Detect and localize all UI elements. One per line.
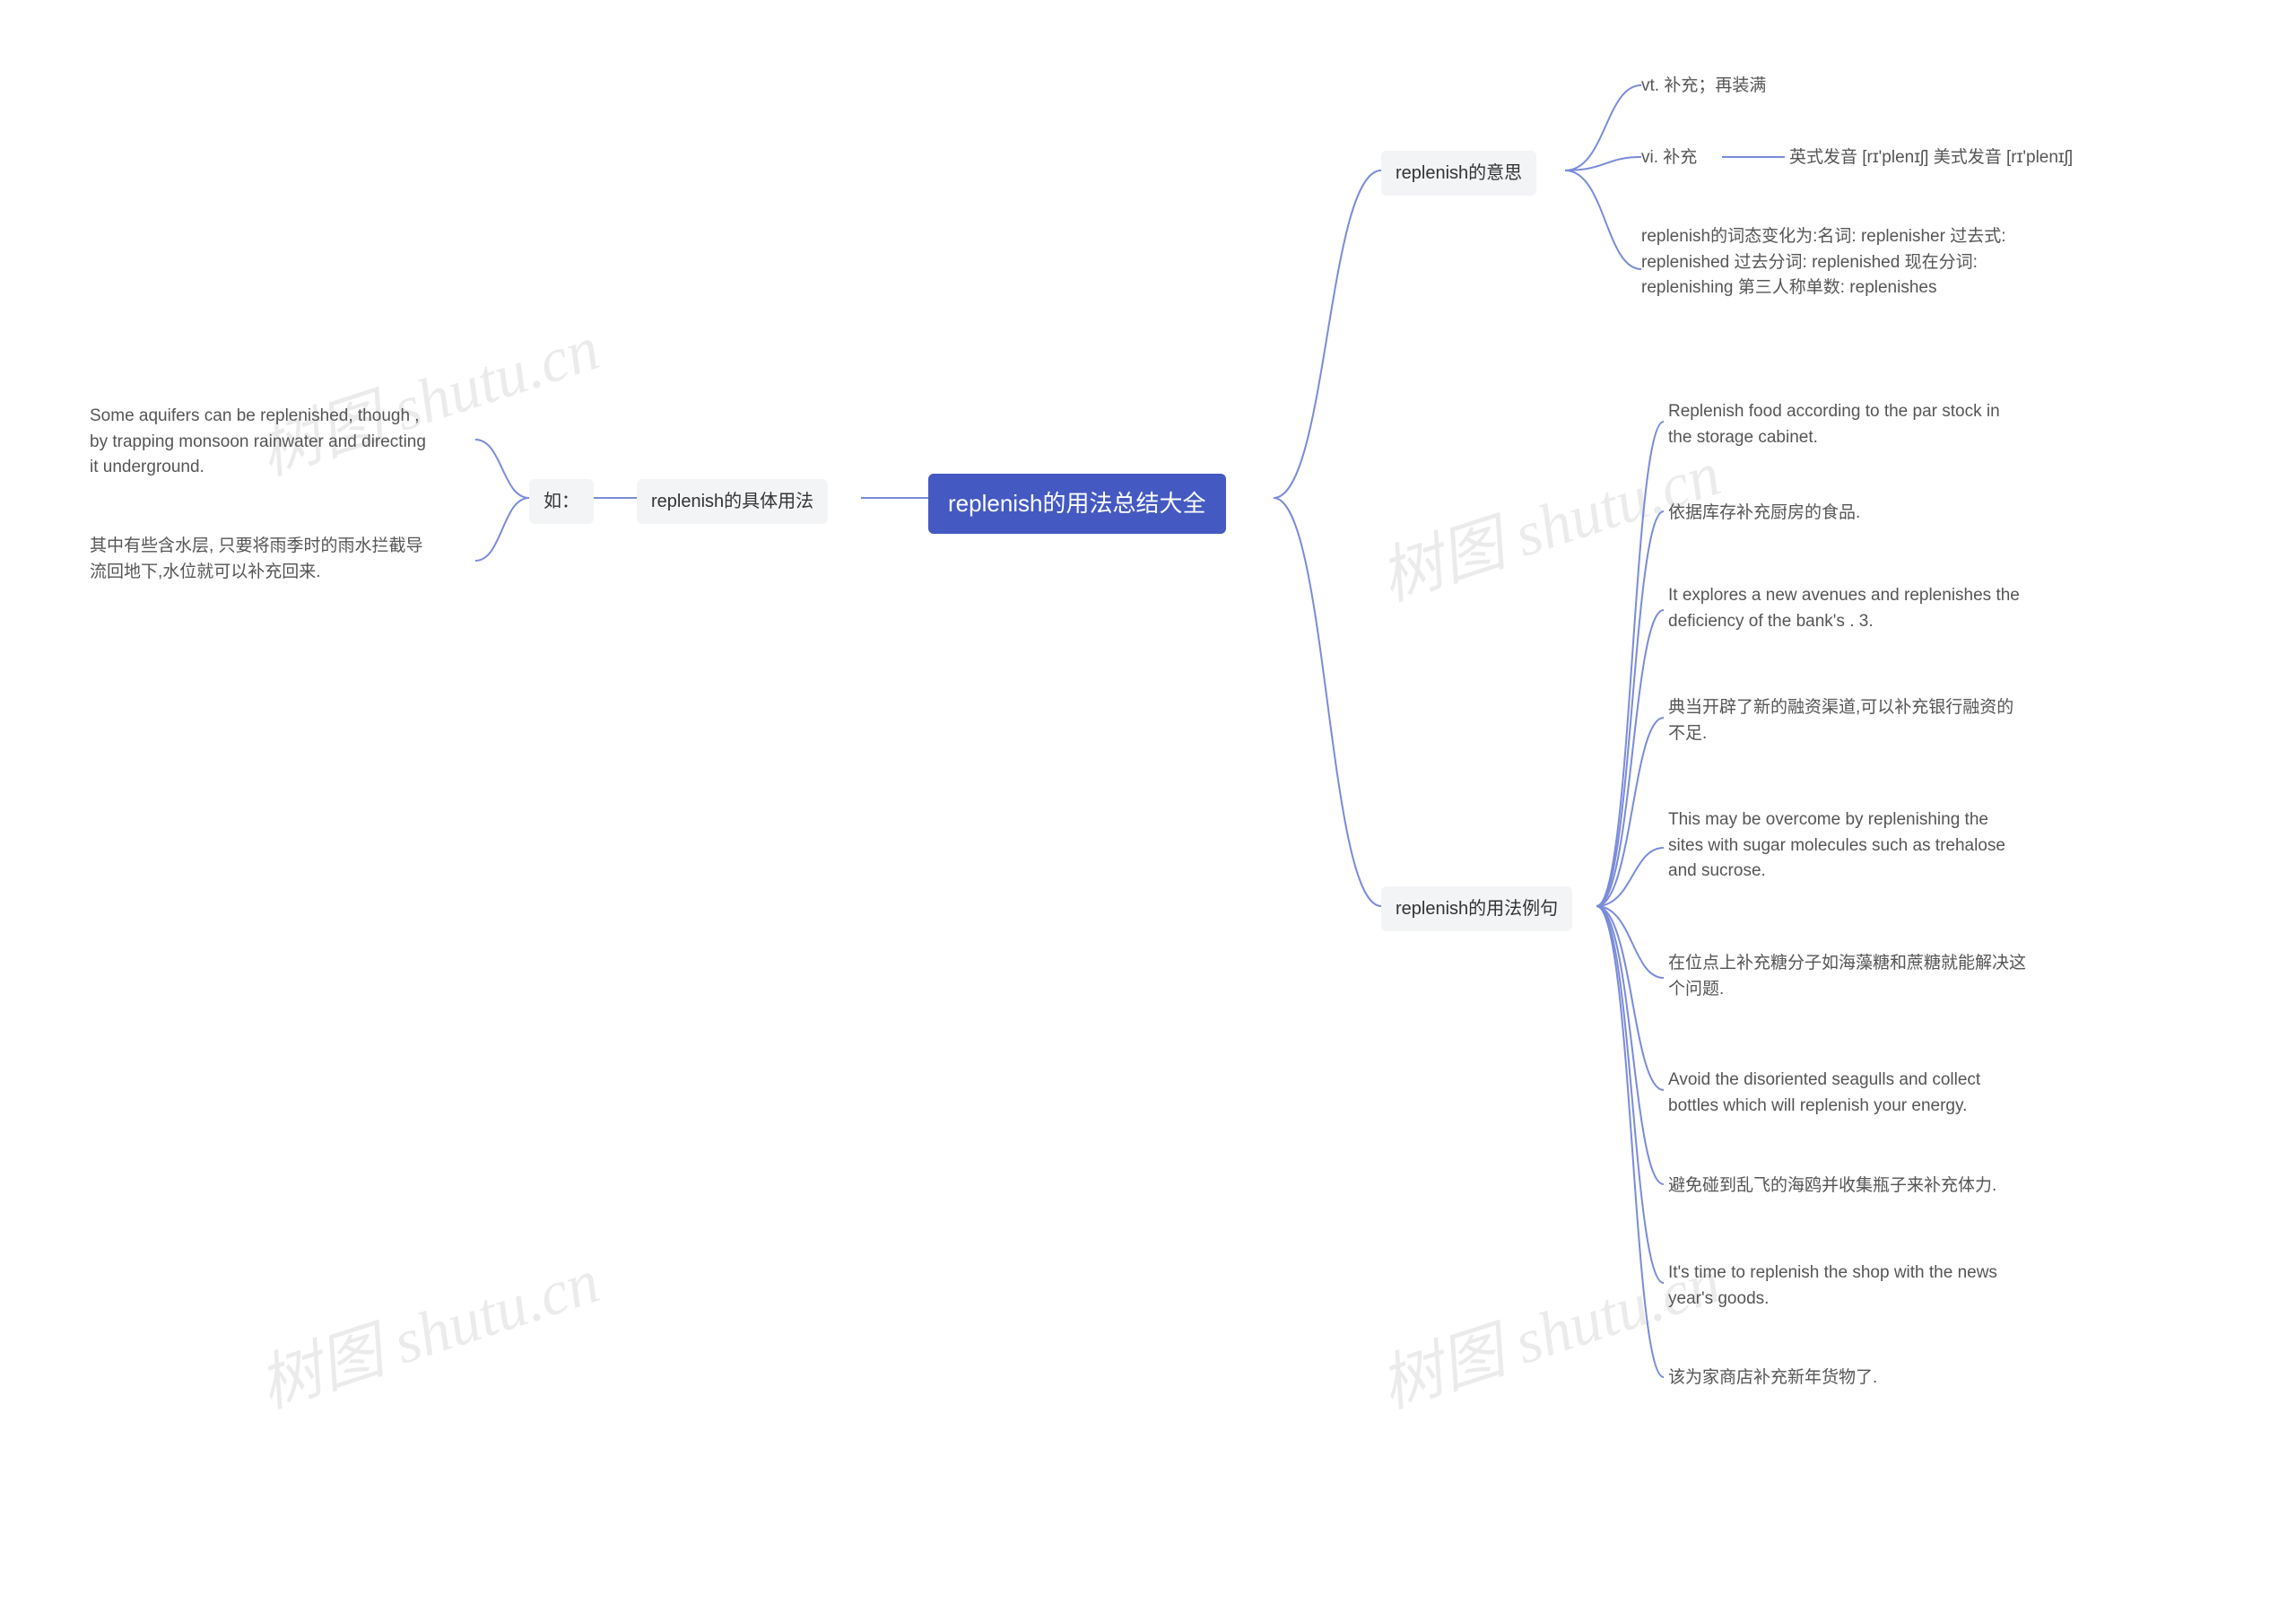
leaf-ex-3: 典当开辟了新的融资渠道,可以补充银行融资的不足. — [1668, 695, 2027, 746]
branch-meaning[interactable]: replenish的意思 — [1381, 151, 1536, 196]
root-label: replenish的用法总结大全 — [948, 490, 1206, 517]
branch-usage-eg[interactable]: 如： — [529, 479, 594, 524]
branch-usage-label: replenish的具体用法 — [651, 492, 813, 511]
leaf-ex-2: It explores a new avenues and replenishe… — [1668, 583, 2027, 634]
leaf-meaning-1: vi. 补充 — [1641, 145, 1697, 171]
leaf-ex-9: 该为家商店补充新年货物了. — [1668, 1365, 2027, 1391]
root-node[interactable]: replenish的用法总结大全 — [928, 474, 1226, 534]
leaf-ex-6: Avoid the disoriented seagulls and colle… — [1668, 1068, 2027, 1119]
leaf-usage-0: Some aquifers can be replenished, though… — [90, 404, 430, 481]
leaf-usage-1: 其中有些含水层, 只要将雨季时的雨水拦截导流回地下,水位就可以补充回来. — [90, 534, 430, 585]
leaf-ex-5: 在位点上补充糖分子如海藻糖和蔗糖就能解决这个问题. — [1668, 951, 2027, 1002]
leaf-ex-7: 避免碰到乱飞的海鸥并收集瓶子来补充体力. — [1668, 1173, 2027, 1199]
leaf-meaning-2: replenish的词态变化为:名词: replenisher 过去式: rep… — [1641, 224, 2018, 301]
leaf-ex-1: 依据库存补充厨房的食品. — [1668, 501, 2027, 527]
branch-usage[interactable]: replenish的具体用法 — [637, 479, 828, 524]
branch-usage-eg-label: 如： — [544, 492, 579, 511]
leaf-ex-0: Replenish food according to the par stoc… — [1668, 399, 2027, 450]
leaf-meaning-0: vt. 补充；再装满 — [1641, 74, 1766, 100]
branch-examples[interactable]: replenish的用法例句 — [1381, 886, 1572, 931]
branch-examples-label: replenish的用法例句 — [1396, 899, 1558, 919]
watermark: 树图 shutu.cn — [246, 1231, 609, 1426]
leaf-meaning-pron: 英式发音 [rɪ'plenɪʃ] 美式发音 [rɪ'plenɪʃ] — [1789, 145, 2073, 171]
leaf-ex-4: This may be overcome by replenishing the… — [1668, 807, 2027, 885]
branch-meaning-label: replenish的意思 — [1396, 163, 1522, 183]
leaf-ex-8: It's time to replenish the shop with the… — [1668, 1260, 2027, 1312]
